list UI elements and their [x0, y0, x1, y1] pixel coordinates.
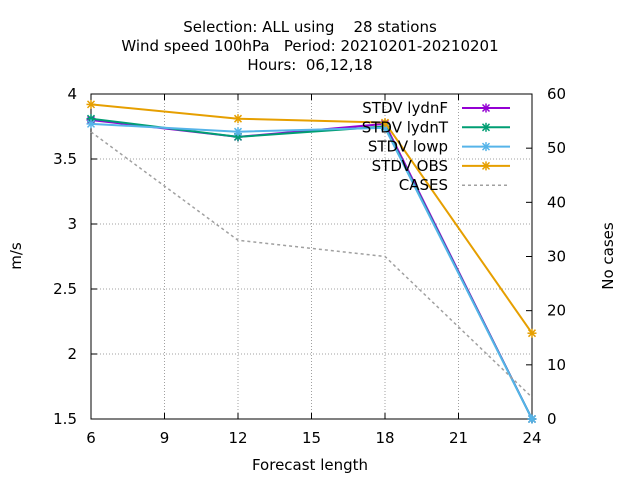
- x-tick-label: 15: [302, 429, 321, 447]
- x-tick-label: 18: [375, 429, 394, 447]
- series-line-3: [90, 103, 533, 334]
- x-tick-label: 12: [228, 429, 247, 447]
- legend-marker-0: [481, 103, 491, 113]
- y2-tick-label: 60: [547, 85, 566, 103]
- data-point-2: [233, 127, 243, 137]
- y2-tick-label: 0: [547, 410, 557, 428]
- series-line-2: [90, 122, 533, 420]
- x-tick-label: 9: [160, 429, 170, 447]
- y-tick-label: 1.5: [53, 410, 77, 428]
- y2-tick-label: 10: [547, 356, 566, 374]
- data-point-3: [86, 99, 96, 109]
- legend-label-2: STDV lowp: [368, 138, 448, 156]
- y-tick-label: 4: [67, 85, 77, 103]
- series-line-4: [90, 131, 533, 398]
- y2-tick-label: 50: [547, 139, 566, 157]
- chart-title: Selection: ALL using 28 stations Wind sp…: [121, 18, 498, 74]
- y-tick-label: 2.5: [53, 280, 77, 298]
- data-point-2: [86, 119, 96, 129]
- legend-label-4: CASES: [399, 176, 448, 194]
- legend-marker-2: [481, 142, 491, 152]
- legend-marker-3: [481, 161, 491, 171]
- data-point-3: [380, 118, 390, 128]
- grid: [91, 94, 532, 419]
- legend-label-1: STDV lydnT: [362, 118, 449, 136]
- y2-tick-label: 40: [547, 193, 566, 211]
- plot-frame: [90, 93, 533, 420]
- y-tick-label: 3.5: [53, 150, 77, 168]
- y2-axis-label: No cases: [599, 222, 617, 290]
- series: [86, 99, 537, 424]
- data-point-3: [527, 328, 537, 338]
- y-axis-label: m/s: [7, 242, 25, 270]
- data-point-2: [527, 414, 537, 424]
- title-line-2: Wind speed 100hPa Period: 20210201-20210…: [121, 37, 498, 55]
- legend-label-3: STDV OBS: [372, 157, 448, 175]
- y-tick-label: 3: [67, 215, 77, 233]
- y-tick-label: 2: [67, 345, 77, 363]
- data-point-3: [233, 114, 243, 124]
- y2-tick-label: 30: [547, 248, 566, 266]
- legend-label-0: STDV lydnF: [362, 99, 448, 117]
- x-tick-label: 6: [86, 429, 96, 447]
- y2-tick-label: 20: [547, 302, 566, 320]
- x-axis-label: Forecast length: [252, 456, 368, 474]
- title-line-3: Hours: 06,12,18: [247, 56, 372, 74]
- series-line-0: [90, 119, 533, 420]
- x-tick-label: 24: [522, 429, 541, 447]
- title-line-1: Selection: ALL using 28 stations: [183, 18, 437, 36]
- x-tick-label: 21: [449, 429, 468, 447]
- legend-marker-1: [481, 122, 491, 132]
